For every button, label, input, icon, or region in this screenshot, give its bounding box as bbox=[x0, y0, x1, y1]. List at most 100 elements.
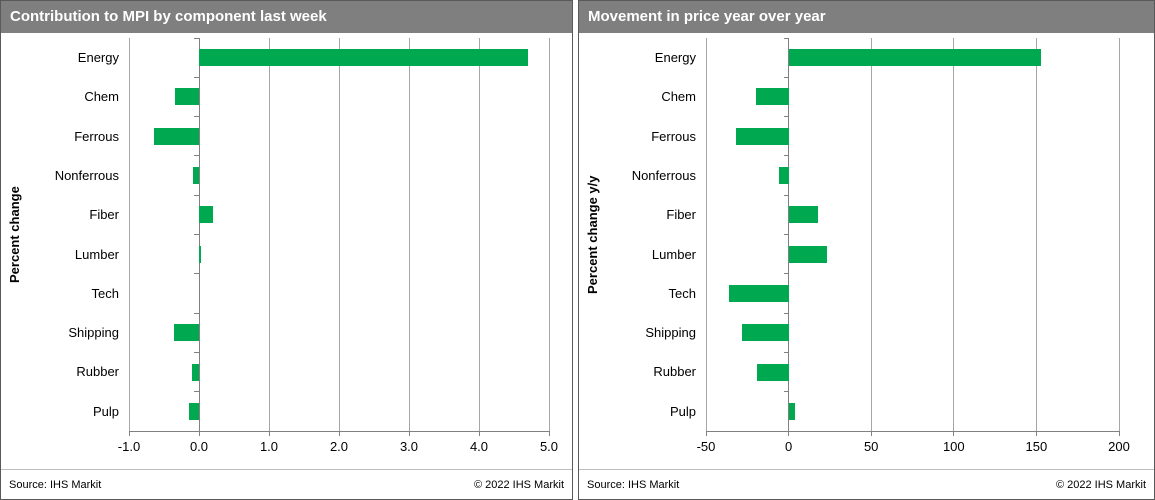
category-axis-tick bbox=[783, 273, 789, 275]
gridline bbox=[953, 38, 955, 431]
category-axis-tick bbox=[783, 312, 789, 314]
category-label: Fiber bbox=[666, 207, 696, 223]
bar-chem bbox=[174, 88, 199, 106]
category-axis-tick bbox=[194, 76, 199, 78]
category-axis-tick bbox=[194, 234, 199, 235]
category-axis-tick bbox=[783, 37, 789, 39]
category-label: Pulp bbox=[92, 403, 119, 419]
gridline bbox=[1118, 38, 1120, 431]
x-axis-line bbox=[128, 431, 550, 432]
x-tick-label: 2.0 bbox=[329, 439, 349, 454]
category-label: Rubber bbox=[653, 364, 696, 380]
category-label: Energy bbox=[77, 50, 119, 65]
gridline bbox=[408, 38, 410, 431]
x-axis-tick bbox=[338, 431, 340, 436]
x-tick-label: 5.0 bbox=[539, 439, 559, 454]
x-axis-tick bbox=[1118, 431, 1120, 436]
category-axis-tick bbox=[194, 312, 199, 314]
gridline bbox=[268, 38, 270, 431]
bar-shipping bbox=[173, 324, 199, 342]
x-tick-label: 100 bbox=[942, 439, 965, 454]
source-text: Source: IHS Markit bbox=[9, 478, 102, 491]
x-tick-label: 150 bbox=[1025, 439, 1048, 454]
x-axis-tick bbox=[478, 431, 480, 436]
copyright-text: © 2022 IHS Markit bbox=[473, 478, 564, 491]
gridline bbox=[870, 38, 872, 431]
x-axis-tick bbox=[788, 431, 790, 436]
category-label: Nonferrous bbox=[54, 167, 119, 183]
bar-fiber bbox=[199, 206, 213, 224]
x-axis-tick bbox=[268, 431, 270, 436]
zero-axis-line bbox=[198, 38, 200, 431]
category-axis-tick bbox=[194, 37, 199, 39]
category-axis-tick bbox=[783, 116, 789, 118]
gridline bbox=[1035, 38, 1037, 431]
category-axis-tick bbox=[194, 391, 199, 393]
bar-rubber bbox=[192, 363, 199, 381]
category-label: Rubber bbox=[76, 364, 119, 380]
gridline bbox=[705, 38, 707, 431]
x-axis-tick bbox=[870, 431, 872, 436]
mpi-contribution-chart: Percent change -1.0 0.0 1.0 2.0 3.0 4.0 5.0 Ene… bbox=[1, 33, 572, 469]
gridline bbox=[338, 38, 340, 431]
bar-rubber bbox=[757, 363, 789, 381]
category-axis-tick bbox=[194, 351, 199, 353]
gridline bbox=[478, 38, 480, 431]
bar-ferrous bbox=[735, 127, 789, 145]
plot-area bbox=[128, 37, 550, 436]
chart-title: Contribution to MPI by component last we… bbox=[1, 1, 572, 33]
x-tick-label: 4.0 bbox=[469, 439, 489, 454]
category-label: Tech bbox=[668, 285, 696, 301]
x-axis-tick bbox=[128, 431, 130, 436]
bar-shipping bbox=[742, 324, 789, 342]
bar-fiber bbox=[788, 206, 819, 224]
copyright-text: © 2022 IHS Markit bbox=[1055, 478, 1146, 491]
source-text: Source: IHS Markit bbox=[587, 478, 680, 491]
category-axis-tick bbox=[783, 76, 789, 78]
x-tick-label: -1.0 bbox=[117, 439, 141, 454]
bar-ferrous bbox=[153, 127, 199, 145]
category-axis-tick bbox=[783, 351, 789, 353]
category-label: Shipping bbox=[68, 325, 119, 341]
x-tick-label: 0 bbox=[784, 439, 793, 454]
chart-footer: Source: IHS Markit © 2022 IHS Markit bbox=[579, 469, 1154, 499]
category-label: Nonferrous bbox=[631, 167, 696, 183]
bar-lumber bbox=[788, 245, 827, 263]
x-tick-label: 3.0 bbox=[399, 439, 419, 454]
bar-chem bbox=[755, 88, 789, 106]
gridline bbox=[548, 38, 550, 431]
category-label: Chem bbox=[84, 89, 119, 105]
chart-panel-mpi-contribution: Contribution to MPI by component last we… bbox=[0, 0, 573, 500]
category-label: Pulp bbox=[669, 403, 696, 419]
x-axis-tick bbox=[548, 431, 550, 436]
category-axis-tick bbox=[783, 391, 789, 393]
category-axis-tick bbox=[194, 116, 199, 118]
category-label: Tech bbox=[91, 285, 119, 301]
bar-energy bbox=[788, 49, 1042, 67]
x-tick-label: 200 bbox=[1108, 439, 1130, 454]
x-tick-label: 1.0 bbox=[259, 439, 279, 454]
zero-axis-line bbox=[788, 38, 790, 431]
category-axis-tick bbox=[194, 273, 199, 275]
bar-tech bbox=[729, 284, 789, 302]
x-axis-tick bbox=[705, 431, 707, 436]
chart-footer: Source: IHS Markit © 2022 IHS Markit bbox=[1, 469, 572, 499]
x-axis-tick bbox=[953, 431, 955, 436]
category-axis-tick bbox=[783, 155, 789, 157]
x-tick-label: 50 bbox=[863, 439, 879, 454]
x-tick-label: -50 bbox=[696, 439, 716, 454]
bar-energy bbox=[199, 49, 528, 67]
x-axis-tick bbox=[1035, 431, 1037, 436]
bar-pulp bbox=[788, 402, 796, 420]
category-label: Ferrous bbox=[74, 128, 119, 144]
category-label: Fiber bbox=[89, 207, 119, 223]
gridline bbox=[128, 38, 130, 431]
category-axis-tick bbox=[783, 234, 789, 235]
x-axis-tick bbox=[408, 431, 410, 436]
category-label: Chem bbox=[661, 89, 696, 105]
x-axis-line bbox=[705, 431, 1120, 432]
category-label: Lumber bbox=[651, 246, 696, 262]
chart-panel-price-movement: Movement in price year over year Percent… bbox=[578, 0, 1155, 500]
category-label: Shipping bbox=[645, 325, 696, 341]
